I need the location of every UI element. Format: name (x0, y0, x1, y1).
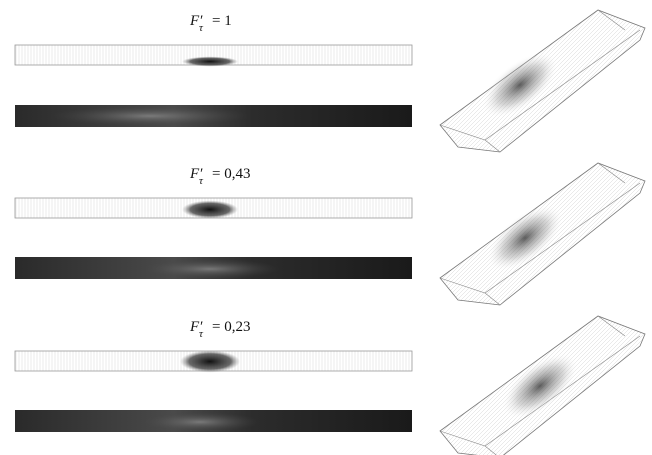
subscript: τ (199, 175, 204, 187)
band-patch (140, 412, 260, 432)
vortex-blob (180, 351, 240, 373)
panel: F′τ= 1 (15, 10, 645, 152)
figure: F′τ= 1F′τ= 0,43F′τ= 0,23 (0, 0, 652, 455)
box-3d (440, 163, 645, 305)
equation: = 0,43 (212, 166, 250, 182)
box-3d (440, 316, 645, 455)
subscript: τ (199, 328, 204, 340)
vortex-blob (182, 201, 238, 219)
equation: = 0,23 (212, 319, 250, 335)
vortex-blob (182, 57, 238, 67)
panel: F′τ= 0,43 (15, 163, 645, 305)
equation: = 1 (212, 13, 232, 29)
box-3d (440, 10, 645, 152)
panel: F′τ= 0,23 (15, 316, 645, 455)
band-patch (140, 259, 280, 279)
band-patch (50, 106, 250, 126)
subscript: τ (199, 22, 204, 34)
